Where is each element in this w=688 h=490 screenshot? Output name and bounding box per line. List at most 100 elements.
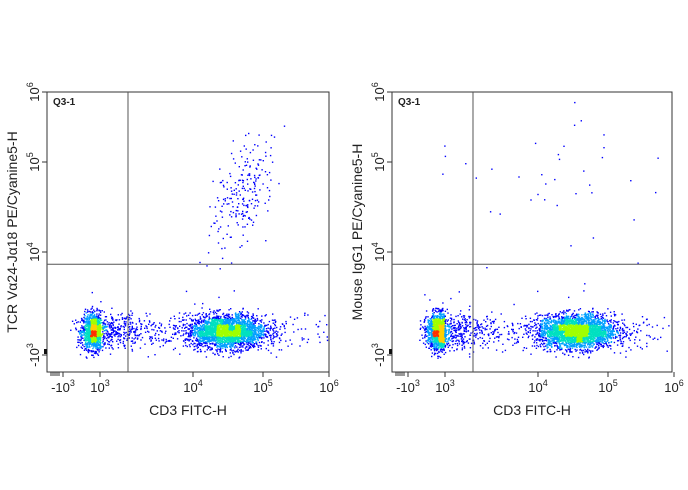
event-dot — [200, 325, 202, 328]
event-dot — [109, 324, 111, 326]
event-dot — [97, 333, 99, 336]
event-dot — [246, 337, 249, 340]
event-dot — [277, 331, 279, 333]
event-dot — [251, 315, 253, 318]
event-dot — [237, 338, 240, 340]
event-dot — [93, 327, 95, 329]
event-dot — [80, 338, 82, 340]
event-dot — [214, 328, 216, 330]
event-dot — [215, 328, 218, 330]
event-dot — [222, 321, 224, 323]
event-dot — [221, 216, 224, 218]
event-dot — [131, 328, 133, 330]
event-dot — [231, 325, 234, 327]
event-dot — [266, 187, 269, 189]
x-tick-label: 105 — [253, 378, 272, 395]
event-dot — [185, 332, 187, 334]
event-dot — [130, 310, 132, 312]
event-dot — [189, 317, 191, 320]
event-dot — [92, 317, 94, 319]
event-dot — [105, 329, 108, 331]
event-dot — [246, 322, 248, 324]
event-dot — [259, 189, 261, 191]
event-dot — [100, 341, 102, 344]
event-dot — [120, 325, 122, 327]
event-dot — [261, 330, 263, 332]
event-dot — [211, 319, 213, 321]
event-dot — [170, 317, 172, 319]
event-dot — [236, 313, 238, 316]
event-dot — [212, 338, 215, 340]
event-dot — [155, 339, 157, 341]
event-dot — [231, 314, 233, 316]
event-dot — [270, 339, 272, 341]
event-dot — [264, 330, 266, 332]
event-dot — [101, 321, 103, 324]
event-dot — [131, 348, 133, 351]
event-dot — [440, 350, 442, 353]
event-dot — [178, 317, 180, 319]
event-dot — [231, 326, 234, 328]
event-dot — [105, 326, 107, 328]
event-dot — [224, 247, 226, 249]
event-dot — [110, 335, 112, 338]
event-dot — [239, 335, 242, 337]
event-dot — [233, 290, 235, 292]
event-dot — [116, 333, 118, 335]
event-dot — [237, 332, 239, 334]
event-dot — [96, 341, 98, 343]
event-dot — [293, 331, 295, 333]
event-dot — [284, 331, 286, 334]
event-dot — [110, 329, 112, 331]
event-dot — [197, 330, 199, 332]
event-dot — [86, 345, 88, 348]
event-dot — [158, 340, 160, 342]
event-dot — [252, 333, 254, 335]
event-dot — [233, 328, 236, 330]
event-dot — [242, 346, 244, 348]
event-dot — [99, 336, 101, 338]
event-dot — [221, 326, 223, 329]
event-dot — [228, 203, 230, 205]
event-dot — [205, 337, 207, 340]
event-dot — [224, 321, 226, 323]
event-dot — [134, 337, 137, 339]
event-dot — [292, 323, 294, 326]
event-dot — [191, 327, 193, 329]
event-dot — [87, 348, 90, 351]
event-dot — [245, 349, 247, 351]
event-dot — [172, 327, 175, 329]
event-dot — [162, 339, 165, 342]
event-dot — [219, 338, 221, 340]
event-dot — [84, 317, 86, 320]
event-dot — [221, 335, 224, 337]
event-dot — [257, 331, 259, 333]
event-dot — [252, 342, 254, 344]
event-dot — [241, 342, 244, 344]
event-dot — [247, 333, 250, 336]
event-dot — [235, 338, 238, 340]
event-dot — [188, 333, 190, 335]
event-dot — [116, 332, 119, 334]
event-dot — [212, 311, 214, 313]
event-dot — [127, 313, 130, 316]
event-dot — [209, 343, 211, 345]
event-dot — [252, 320, 254, 322]
event-dot — [247, 338, 250, 340]
event-dot — [249, 165, 251, 167]
event-dot — [187, 314, 190, 316]
event-dot — [83, 330, 86, 333]
event-dot — [254, 329, 257, 331]
event-dot — [85, 325, 88, 327]
event-dot — [100, 346, 102, 348]
event-dot — [205, 335, 208, 337]
event-dot — [185, 330, 187, 332]
event-dot — [136, 326, 138, 328]
event-dot — [92, 316, 95, 318]
event-dot — [162, 344, 164, 347]
event-dot — [140, 333, 142, 335]
event-dot — [253, 334, 255, 337]
event-dot — [280, 349, 283, 351]
event-dot — [235, 336, 237, 339]
event-dot — [447, 339, 449, 341]
